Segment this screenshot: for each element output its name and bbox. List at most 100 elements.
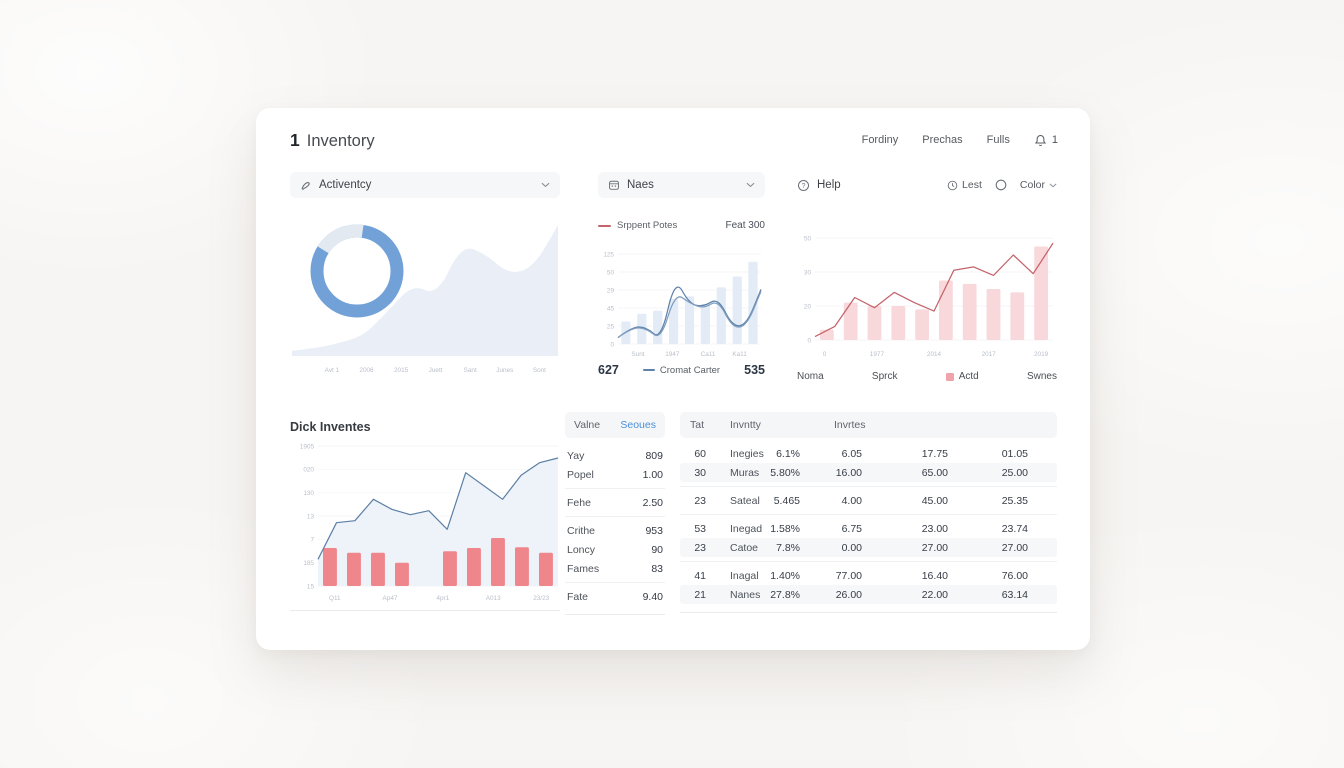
nav-item[interactable]: Fulls	[986, 134, 1010, 146]
table-row: 21 Nanes 27.8% 26.00 22.00 63.14	[680, 585, 1057, 604]
value-table-body: Yay 809 Popel 1.00 Fehe 2.50 Crithe 953 Loncy 90 F…	[565, 438, 665, 608]
value-name: Loncy	[567, 543, 596, 556]
svg-text:45: 45	[607, 305, 615, 312]
table-cell: 6.1%	[776, 447, 800, 460]
nav-item[interactable]: Prechas	[922, 134, 963, 146]
svg-text:0: 0	[610, 341, 614, 348]
svg-text:0: 0	[807, 337, 811, 344]
clock-icon	[947, 180, 958, 190]
svg-text:185: 185	[303, 560, 314, 567]
circle-icon[interactable]	[995, 179, 1007, 191]
value-name: Popel	[567, 468, 594, 481]
color-dropdown[interactable]: Color	[1020, 179, 1057, 191]
color-label: Color	[1019, 179, 1045, 191]
svg-text:4pr1: 4pr1	[436, 595, 449, 602]
main-table-body: 60 Inegies 6.1% 6.05 17.75 01.05 30 Muras 5.80% 1…	[680, 442, 1057, 606]
table-cell: 27.00	[921, 541, 948, 554]
main-table: Tat Invntty Invrtes 60 Inegies 6.1% 6.05 17.…	[680, 412, 1057, 613]
table-cell: 25.35	[1001, 494, 1028, 507]
svg-text:Avt 1: Avt 1	[325, 367, 340, 374]
table-cell: 23	[694, 541, 706, 554]
help-circle-icon: ?	[797, 179, 810, 191]
table-cell: 26.00	[835, 588, 862, 601]
table-row: 53 Inegad 1.58% 6.75 23.00 23.74	[680, 519, 1057, 538]
table-cell: Inegies	[730, 447, 764, 460]
table-cell: 1.58%	[770, 522, 800, 535]
svg-text:Ca11: Ca11	[701, 351, 716, 358]
bell-count: 1	[1051, 134, 1058, 146]
legend-label: Srppent Potes	[617, 220, 678, 231]
col-header-invrtes: Invrtes	[834, 419, 866, 431]
value-col-header: Valne	[574, 419, 601, 431]
value-amount: 9.40	[642, 590, 663, 603]
svg-text:2006: 2006	[359, 367, 374, 374]
table-cell: 1.40%	[770, 569, 800, 582]
svg-text:Juett: Juett	[429, 367, 443, 374]
table-cell: 65.00	[921, 466, 948, 479]
trend-red-chart: 50 30 20 0 0 1977 2014 2017 2019	[804, 235, 1054, 358]
pen-icon	[301, 182, 310, 190]
bell-icon	[1034, 134, 1046, 146]
value-amount: 953	[645, 524, 663, 537]
table-cell: 41	[694, 569, 706, 582]
svg-text:2015: 2015	[394, 367, 409, 374]
legend-right-label: Feat 300	[725, 220, 765, 231]
table-cell: Nanes	[730, 588, 761, 601]
lest-button[interactable]: Lest	[947, 179, 982, 191]
svg-text:23/23: 23/23	[533, 595, 549, 602]
svg-text:Ap47: Ap47	[383, 595, 398, 602]
red-chart-legend: Noma Sprck Actd Swnes	[797, 371, 1057, 382]
svg-text:130: 130	[303, 490, 314, 497]
table-cell: 60	[694, 447, 706, 460]
card-header: 1 Inventory Fordiny Prechas Fulls 1	[290, 128, 1058, 152]
svg-text:?: ?	[802, 182, 806, 189]
svg-text:20: 20	[804, 303, 812, 310]
table-cell: 17.75	[921, 447, 948, 460]
col-header-tat: Tat	[690, 419, 705, 431]
seoues-link[interactable]: Seoues	[620, 419, 656, 431]
value-table: Valne Seoues Yay 809 Popel 1.00 Fehe 2.50 Crit…	[565, 412, 665, 615]
col-header-invntty: Invntty	[730, 419, 761, 431]
calendar-icon	[609, 180, 619, 190]
table-cell: 21	[694, 588, 706, 601]
table-cell: 16.40	[921, 569, 948, 582]
notifications[interactable]: 1	[1034, 134, 1058, 147]
value-name: Fames	[567, 562, 600, 575]
stat-center-label: Cromat Carter	[659, 364, 721, 376]
value-table-row: Popel 1.00	[567, 465, 663, 484]
value-amount: 2.50	[642, 496, 663, 509]
panel-actions: Lest Color	[947, 179, 1057, 191]
table-cell: Inegad	[730, 522, 763, 535]
table-cell: 23	[694, 494, 706, 507]
value-name: Yay	[567, 449, 585, 462]
table-row: 30 Muras 5.80% 16.00 65.00 25.00	[680, 463, 1057, 482]
legend-item: Noma	[797, 371, 824, 382]
table-cell: 23.00	[921, 522, 948, 535]
svg-text:Sunt: Sunt	[631, 351, 644, 358]
table-cell: 16.00	[835, 466, 862, 479]
nav-item[interactable]: Fordiny	[861, 134, 899, 146]
main-table-group: 53 Inegad 1.58% 6.75 23.00 23.74 23 Catoe 7.8% 0.…	[680, 514, 1057, 559]
svg-text:29: 29	[607, 287, 615, 294]
value-name: Fate	[567, 590, 589, 603]
table-cell: 0.00	[841, 541, 862, 554]
legend-item: Sprck	[872, 371, 898, 382]
table-cell: 77.00	[835, 569, 862, 582]
value-table-group: Crithe 953 Loncy 90 Fames 83	[565, 516, 665, 580]
legend-label: Swnes	[1026, 371, 1057, 382]
value-table-row: Fehe 2.50	[567, 493, 663, 512]
panel-title-middle: Naes	[627, 179, 654, 191]
svg-text:1947: 1947	[665, 351, 680, 358]
svg-text:15: 15	[307, 583, 315, 590]
panel-title-right: Help	[817, 179, 841, 191]
table-cell: 22.00	[921, 588, 948, 601]
panel-dropdown-activentcy[interactable]: Activentcy	[290, 172, 560, 198]
panel-dropdown-naes[interactable]: Naes	[598, 172, 765, 198]
main-table-group: 60 Inegies 6.1% 6.05 17.75 01.05 30 Muras 5.80% 1…	[680, 442, 1057, 484]
table-cell: 5.465	[773, 494, 800, 507]
svg-text:1905: 1905	[300, 443, 315, 450]
svg-text:30: 30	[804, 269, 812, 276]
table-row: 23 Catoe 7.8% 0.00 27.00 27.00	[680, 538, 1057, 557]
divider	[290, 610, 560, 611]
